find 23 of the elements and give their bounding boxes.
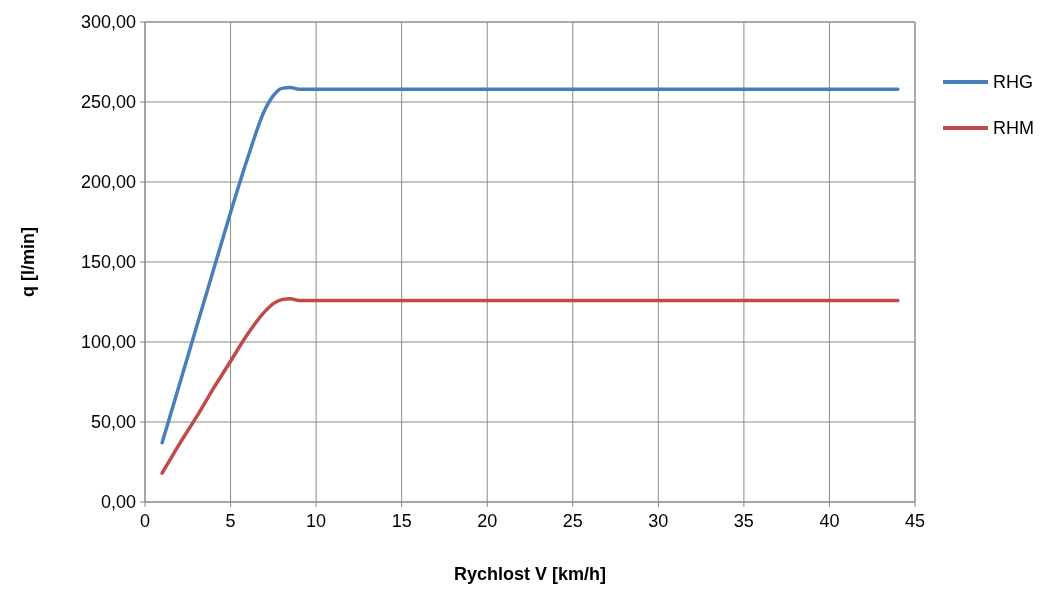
x-tick-label: 25: [562, 511, 583, 531]
legend-label: RHM: [993, 118, 1034, 138]
y-tick-label: 0,00: [100, 492, 136, 512]
x-tick-label: 45: [904, 511, 926, 531]
x-tick-label: 0: [139, 511, 151, 531]
x-axis-title: Rychlost V [km/h]: [453, 564, 607, 584]
x-tick-label: 15: [391, 511, 412, 531]
x-tick-label: 30: [648, 511, 669, 531]
legend-label: RHG: [993, 72, 1033, 92]
x-tick-label: 40: [819, 511, 840, 531]
x-tick-label: 20: [477, 511, 498, 531]
x-tick-label: 35: [733, 511, 754, 531]
x-tick-label: 10: [306, 511, 327, 531]
y-tick-label: 250,00: [80, 92, 136, 112]
y-tick-label: 300,00: [80, 12, 136, 32]
y-tick-label: 150,00: [80, 252, 136, 272]
y-axis-title: q [l/min]: [18, 227, 38, 297]
x-tick-label: 5: [225, 511, 236, 531]
line-series: [160, 297, 900, 475]
y-tick-label: 200,00: [80, 172, 136, 192]
y-tick-label: 50,00: [90, 412, 136, 432]
y-tick-label: 100,00: [80, 332, 136, 352]
line-series: [160, 85, 900, 445]
